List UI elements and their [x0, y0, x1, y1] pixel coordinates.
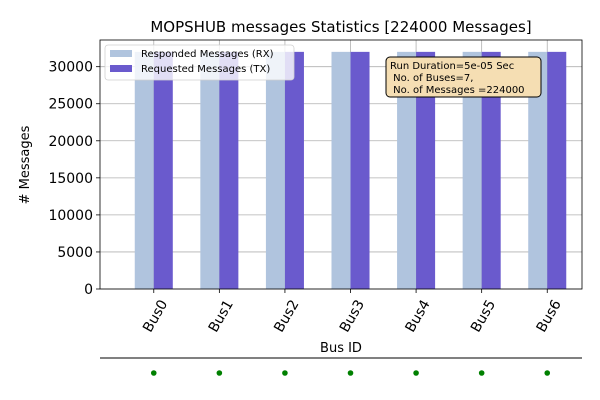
annotation-box: Run Duration=5e-05 Sec No. of Buses=7, N… [385, 56, 542, 98]
y-axis-label: # Messages [18, 125, 33, 204]
bars [134, 51, 567, 289]
bar-tx-bus0 [153, 51, 173, 289]
x-tick-label: Bus5 [468, 297, 499, 335]
y-tick-label: 30000 [48, 60, 93, 76]
x-tick-label: Bus0 [140, 297, 171, 335]
annotation-line: Run Duration=5e-05 Sec [390, 61, 514, 72]
legend-swatch [110, 50, 132, 57]
bar-rx-bus5 [462, 51, 482, 289]
x-axis-label: Bus ID [320, 341, 362, 356]
y-tick-label: 0 [84, 282, 93, 298]
x-tick-label: Bus6 [534, 297, 565, 335]
bar-rx-bus4 [397, 51, 417, 289]
x-tick-label: Bus3 [337, 297, 368, 335]
bar-tx-bus3 [350, 51, 370, 289]
secondary-marker [347, 370, 354, 376]
annotation-frame [385, 56, 542, 98]
legend-swatch [110, 65, 132, 72]
y-tick-label: 20000 [48, 134, 93, 150]
x-tick-label: Bus4 [402, 297, 433, 335]
chart-title: MOPSHUB messages Statistics [224000 Mess… [150, 18, 531, 36]
bar-rx-bus6 [528, 51, 548, 289]
bar-tx-bus5 [481, 51, 501, 289]
bar-rx-bus3 [331, 51, 351, 289]
legend-frame [104, 44, 295, 81]
y-tick-label: 15000 [48, 171, 93, 187]
x-tick-label: Bus1 [206, 297, 237, 335]
legend-label: Requested Messages (TX) [141, 64, 270, 75]
y-tick-label: 5000 [57, 245, 93, 261]
y-tick-label: 10000 [48, 208, 93, 224]
bar-tx-bus1 [219, 51, 239, 289]
bar-tx-bus2 [284, 51, 304, 289]
bar-rx-bus0 [134, 51, 154, 289]
bar-tx-bus4 [416, 51, 436, 289]
secondary-marker [544, 370, 551, 376]
bar-rx-bus1 [200, 51, 220, 289]
bar-tx-bus6 [547, 51, 567, 289]
bar-rx-bus2 [265, 51, 285, 289]
y-tick-label: 25000 [48, 97, 93, 113]
secondary-marker [282, 370, 288, 376]
secondary-x-axis [100, 357, 582, 376]
annotation-line: No. of Buses=7, [390, 73, 473, 84]
secondary-marker [216, 370, 223, 376]
legend: Responded Messages (RX) Requested Message… [104, 44, 295, 81]
plot-frame [99, 39, 583, 290]
secondary-marker [413, 370, 419, 376]
secondary-marker [478, 370, 485, 376]
x-tick-label: Bus2 [271, 297, 302, 335]
secondary-marker [150, 370, 157, 376]
annotation-line: No. of Messages =224000 [390, 85, 525, 96]
legend-label: Responded Messages (RX) [141, 49, 274, 60]
